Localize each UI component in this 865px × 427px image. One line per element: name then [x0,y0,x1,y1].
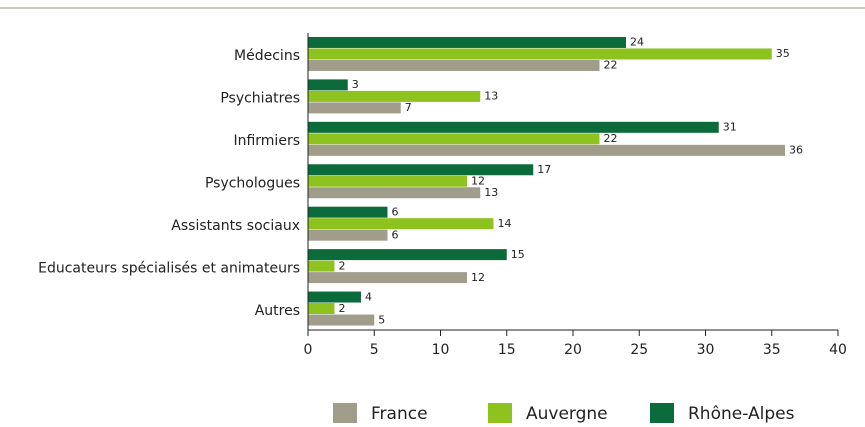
value-label: 14 [498,217,512,230]
value-label: 35 [776,47,790,60]
value-label: 6 [392,228,399,241]
bar [308,36,626,48]
bar [308,48,772,60]
bar [308,79,348,91]
x-tick-label: 15 [498,342,516,358]
x-tick-label: 35 [763,342,781,358]
bar [308,260,335,272]
value-label: 24 [630,36,644,49]
category-label: Infirmiers [233,133,300,149]
x-tick-label: 40 [829,342,847,358]
category-label: Assistants sociaux [171,218,300,234]
category-label: Educateurs spécialisés et animateurs [38,260,300,276]
bar [308,175,467,187]
bar [308,229,388,241]
bar [308,206,388,218]
legend-label: Auvergne [526,404,608,424]
x-tick-label: 30 [697,342,715,358]
bar [308,90,481,102]
bar [308,272,467,284]
x-tick-label: 0 [304,342,313,358]
legend-label: Rhône-Alpes [688,404,795,424]
value-label: 12 [471,271,485,284]
category-label: Psychologues [205,176,300,192]
bar [308,59,600,71]
bar [308,249,507,261]
value-label: 36 [789,144,803,157]
x-tick-label: 5 [370,342,379,358]
category-label: Médecins [234,48,300,64]
bar [308,218,494,230]
bar [308,187,481,199]
x-tick-label: 25 [630,342,648,358]
legend-swatch [650,403,674,423]
value-label: 3 [352,78,359,91]
bar [308,291,361,303]
x-tick-label: 10 [432,342,450,358]
x-tick-label: 20 [564,342,582,358]
category-label: Psychiatres [220,91,300,107]
value-label: 4 [365,290,372,303]
value-label: 17 [537,163,551,176]
bar [308,314,375,326]
value-label: 15 [511,248,525,261]
value-label: 2 [339,302,346,315]
value-label: 22 [604,132,618,145]
bar [308,133,600,145]
bar [308,144,785,156]
bar [308,102,401,114]
value-label: 31 [723,121,737,134]
value-label: 5 [378,313,385,326]
value-label: 6 [392,205,399,218]
bar [308,121,719,133]
value-label: 12 [471,175,485,188]
legend-label: France [371,404,428,424]
value-label: 7 [405,101,412,114]
bar [308,164,534,176]
value-label: 2 [339,259,346,272]
bar [308,303,335,315]
value-label: 13 [484,90,498,103]
legend-swatch [488,403,512,423]
value-label: 22 [604,59,618,72]
legend-swatch [333,403,357,423]
category-label: Autres [255,303,300,319]
value-label: 13 [484,186,498,199]
